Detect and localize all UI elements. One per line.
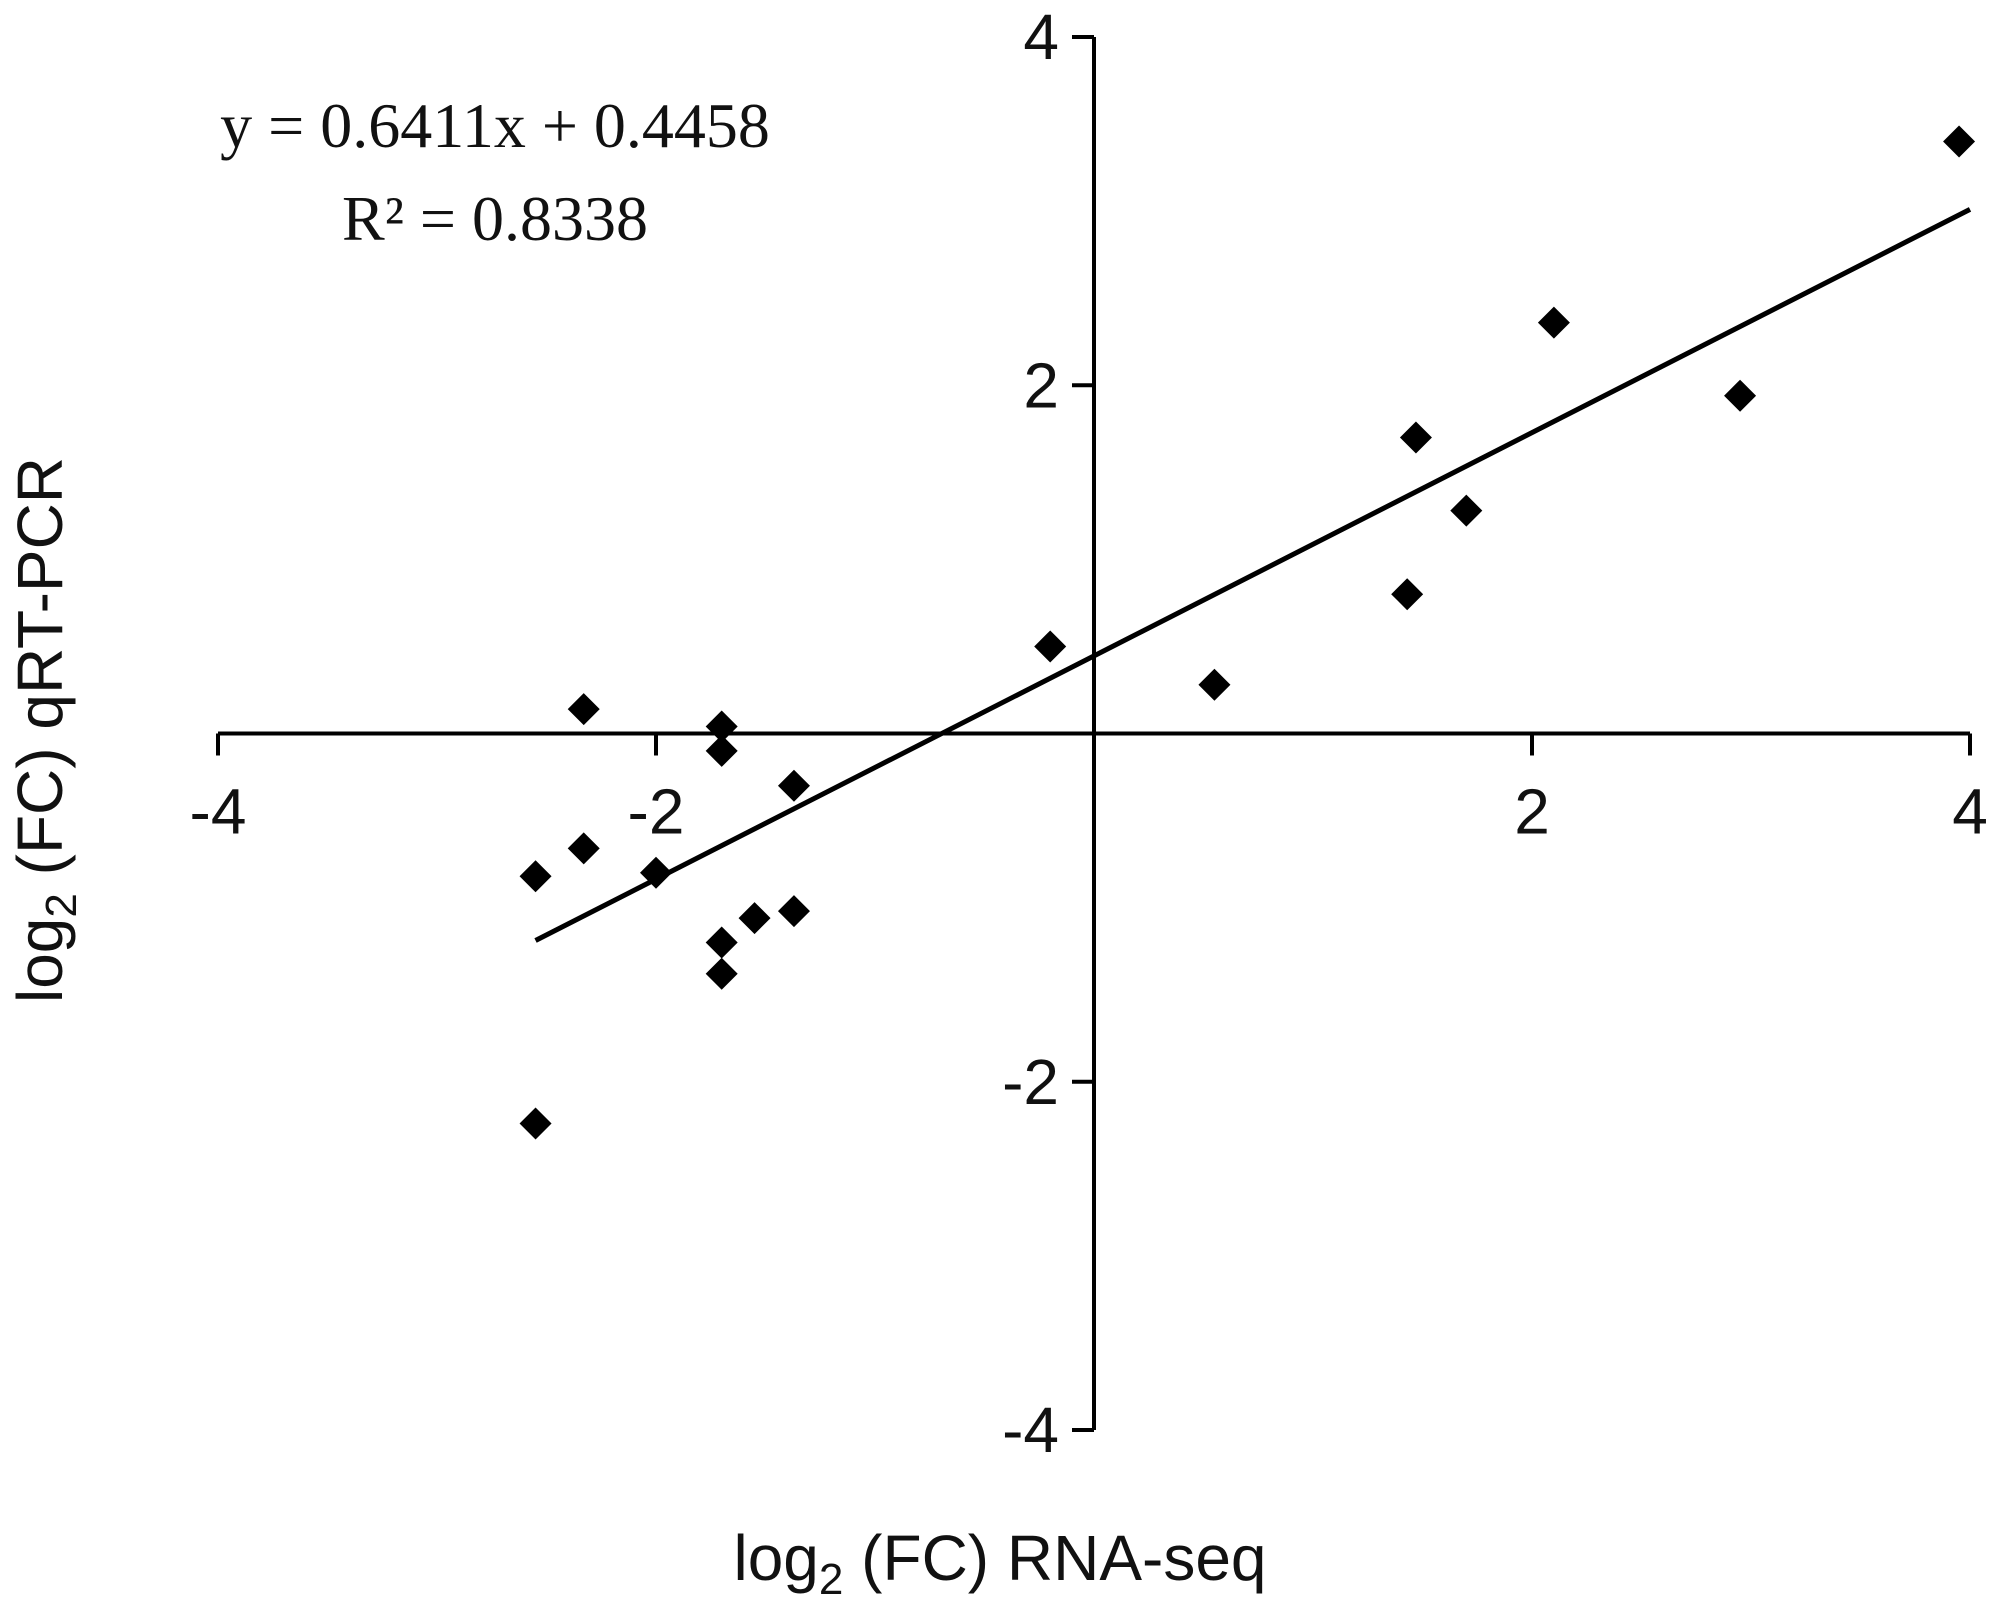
x-tick-label: -2 (628, 776, 685, 848)
x-axis-title-rest: (FC) RNA-seq (843, 1522, 1266, 1594)
trendline (534, 207, 1972, 943)
data-point (1450, 494, 1483, 527)
axes: -4 -2 2 4 4 2 -2 -4 (190, 1, 1988, 1466)
data-point (705, 710, 738, 743)
data-point (1537, 306, 1570, 339)
data-points (519, 125, 1976, 1140)
y-tick-label: 4 (1023, 1, 1059, 73)
data-point (1391, 578, 1424, 611)
y-axis-title: log2 (FC) qRT-PCR (4, 457, 86, 1003)
x-tick-label: 2 (1514, 776, 1550, 848)
data-point (777, 895, 810, 928)
y-axis-title-subscript: 2 (37, 893, 86, 917)
y-axis-title-log: log (4, 918, 76, 1003)
trendline-equation: y = 0.6411x + 0.4458 (220, 90, 770, 161)
data-point (567, 832, 600, 865)
data-point (705, 957, 738, 990)
data-point (519, 860, 552, 893)
trendline-group (534, 207, 1972, 943)
x-ticks: -4 -2 2 4 (190, 733, 1988, 848)
data-point (1034, 630, 1067, 663)
data-point (738, 902, 771, 935)
x-tick-label: 4 (1952, 776, 1988, 848)
data-point (1198, 668, 1231, 701)
y-tick-label: -2 (1002, 1046, 1059, 1118)
data-point (1399, 421, 1432, 454)
data-point (567, 693, 600, 726)
y-axis-title-rest: (FC) qRT-PCR (4, 457, 76, 893)
data-point (1724, 379, 1757, 412)
data-point (777, 769, 810, 802)
y-tick-label: -4 (1002, 1394, 1059, 1466)
x-axis-title: log2 (FC) RNA-seq (733, 1522, 1266, 1603)
data-point (705, 734, 738, 767)
x-tick-label: -4 (190, 776, 247, 848)
data-point (1943, 125, 1976, 158)
y-ticks: 4 2 -2 -4 (1002, 1, 1094, 1466)
data-point (519, 1107, 552, 1140)
r-squared-label: R² = 0.8338 (342, 183, 648, 254)
data-point (640, 856, 672, 889)
x-axis-title-log: log (733, 1522, 818, 1594)
x-axis-title-subscript: 2 (819, 1555, 843, 1603)
data-point (705, 926, 738, 959)
y-tick-label: 2 (1023, 349, 1059, 421)
